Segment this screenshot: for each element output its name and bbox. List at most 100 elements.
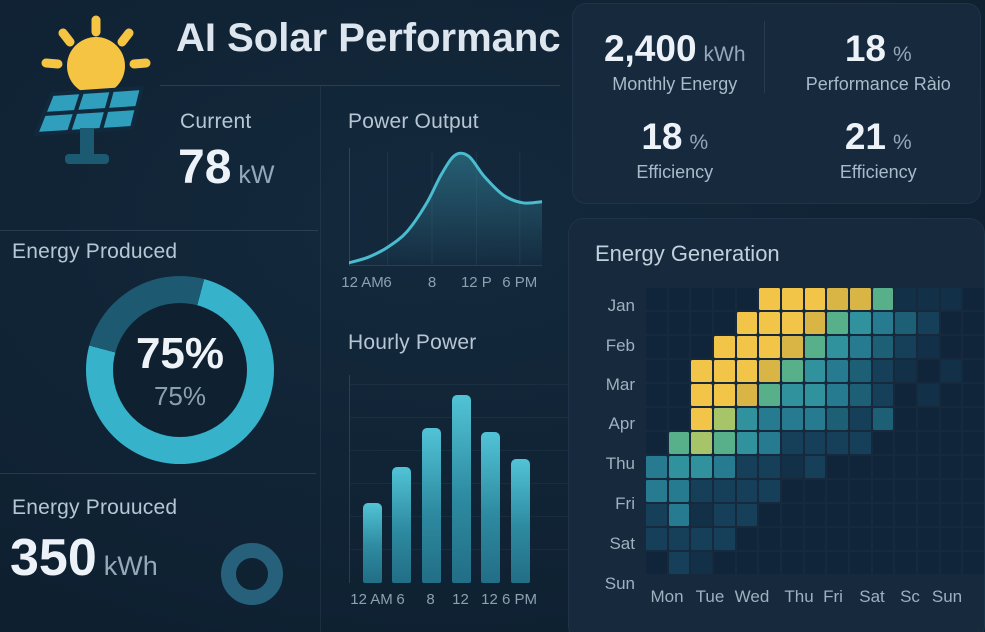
energy-prouuced-value: 350 kWh <box>10 528 158 588</box>
heatmap-cell <box>691 480 712 502</box>
x-tick-label: 12 <box>481 591 498 608</box>
heatmap-cell <box>940 552 962 574</box>
heatmap-cell <box>827 336 848 358</box>
heatmap-cell <box>668 528 690 550</box>
heatmap-col-label: Sat <box>859 587 885 606</box>
heatmap-cell <box>759 288 780 310</box>
heatmap-cell <box>759 408 780 430</box>
power-output-x-axis: 12 AM 6 8 12 P 6 PM <box>341 274 542 292</box>
heatmap-cell <box>872 312 894 334</box>
heatmap-cell <box>736 504 758 526</box>
heatmap-cell <box>827 288 848 310</box>
heatmap-col-label: Wed <box>734 587 770 606</box>
heatmap-cell <box>963 384 984 406</box>
heatmap-cell <box>668 312 690 334</box>
heatmap-cell <box>759 480 780 502</box>
gridline <box>350 417 606 418</box>
heatmap-cell <box>736 384 758 406</box>
heatmap-cell <box>963 408 984 430</box>
current-kw-unit: kW <box>238 161 275 189</box>
heatmap-cell <box>940 528 962 550</box>
heatmap-cell <box>713 504 735 526</box>
heatmap-cell <box>849 432 871 454</box>
left-divider-2 <box>0 473 316 474</box>
heatmap-cell <box>668 552 690 574</box>
heatmap-cell <box>759 504 780 526</box>
heatmap-cell <box>849 552 871 574</box>
heatmap-cell <box>827 552 848 574</box>
heatmap-cell <box>804 504 826 526</box>
heatmap-cell <box>895 312 916 334</box>
heatmap-cell <box>849 408 871 430</box>
heatmap-cell <box>872 528 894 550</box>
heatmap-cell <box>872 288 894 310</box>
heatmap-cell <box>691 336 712 358</box>
heatmap-cell <box>691 360 712 382</box>
heatmap-cell <box>849 480 871 502</box>
heatmap-cell <box>804 456 826 478</box>
heatmap-cell <box>940 360 962 382</box>
heatmap-cell <box>917 288 939 310</box>
energy-generation-card: Energy Generation Jan Feb Mar Apr Thu Fri Sat S… <box>568 218 985 632</box>
energy-produced-label: Energy Produced <box>12 240 178 263</box>
hourly-power-chart <box>349 375 606 583</box>
heatmap-cell <box>691 504 712 526</box>
heatmap-cell <box>691 552 712 574</box>
heatmap-cell <box>804 312 826 334</box>
x-tick-label: 12 <box>452 591 469 608</box>
stat-label: Monthly Energy <box>612 74 738 95</box>
heatmap-cell <box>781 384 803 406</box>
gridline <box>350 450 606 451</box>
heatmap-cell <box>917 384 939 406</box>
heatmap-cell <box>759 456 780 478</box>
heatmap-cell <box>940 408 962 430</box>
heatmap-cell <box>849 504 871 526</box>
heatmap-cell <box>872 480 894 502</box>
heatmap-cell <box>849 312 871 334</box>
current-value: 78 kW <box>178 140 275 195</box>
stat-unit: % <box>892 130 912 154</box>
heatmap-cell <box>827 360 848 382</box>
bar-6 <box>392 467 411 583</box>
heatmap-cell <box>917 336 939 358</box>
heatmap-cell <box>713 480 735 502</box>
heatmap-cell <box>827 312 848 334</box>
gridline <box>350 483 606 484</box>
heatmap-cell <box>668 504 690 526</box>
heatmap-col-label: Sc <box>900 587 920 606</box>
heatmap-cell <box>736 480 758 502</box>
heatmap-cell <box>781 336 803 358</box>
heatmap-row-label: Sun <box>604 574 635 593</box>
heatmap-cell <box>872 384 894 406</box>
gridline <box>350 549 606 550</box>
heatmap-cell <box>713 360 735 382</box>
power-output-label: Power Output <box>348 110 479 133</box>
heatmap-cell <box>646 456 667 478</box>
x-tick-label: 6 <box>383 274 392 291</box>
heatmap-cell <box>713 312 735 334</box>
heatmap-cell <box>713 456 735 478</box>
heatmap-cell <box>963 288 984 310</box>
heatmap-cell <box>804 480 826 502</box>
heatmap-cell <box>736 408 758 430</box>
stat-unit: kWh <box>703 43 746 67</box>
heatmap-cell <box>668 384 690 406</box>
heatmap-cell <box>759 552 780 574</box>
heatmap-cell <box>872 552 894 574</box>
heatmap-cell <box>691 408 712 430</box>
heatmap-cell <box>849 456 871 478</box>
energy-produced-donut: 75% 75% <box>86 276 274 464</box>
heatmap-cell <box>872 360 894 382</box>
heatmap-cell <box>646 480 667 502</box>
gridline <box>350 516 606 517</box>
heatmap-cell <box>668 408 690 430</box>
heatmap-cell <box>827 432 848 454</box>
heatmap-row-label: Jan <box>607 296 635 315</box>
heatmap-cell <box>646 504 667 526</box>
stat-unit: % <box>892 43 912 67</box>
heatmap-cell <box>917 408 939 430</box>
heatmap-cell <box>895 480 916 502</box>
bar-12 <box>452 395 471 583</box>
heatmap-cell <box>895 360 916 382</box>
